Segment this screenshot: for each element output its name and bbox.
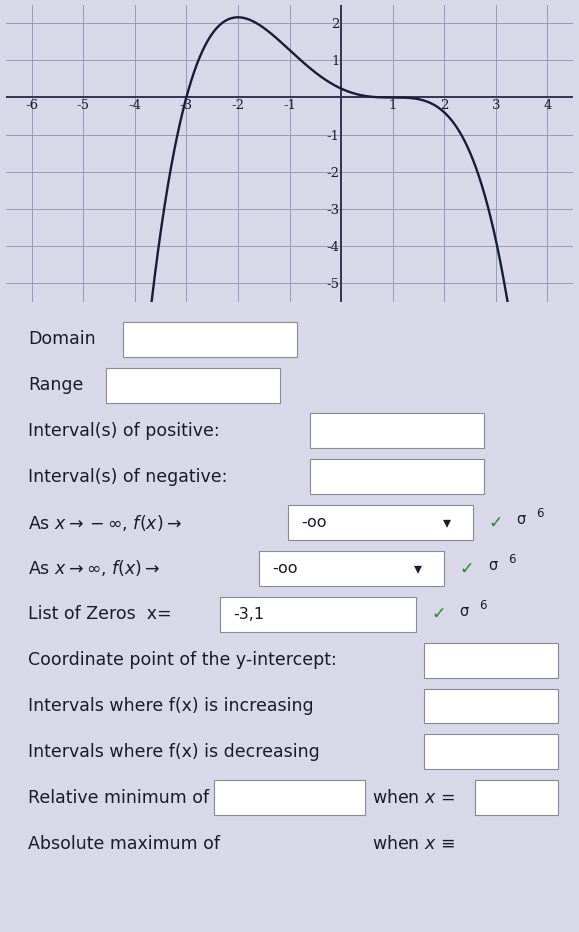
FancyBboxPatch shape <box>424 689 558 723</box>
Text: Interval(s) of negative:: Interval(s) of negative: <box>28 468 228 486</box>
Text: As $x \rightarrow \infty$, $f(x) \rightarrow$: As $x \rightarrow \infty$, $f(x) \righta… <box>28 558 161 579</box>
FancyBboxPatch shape <box>310 414 484 448</box>
FancyBboxPatch shape <box>288 505 473 541</box>
FancyBboxPatch shape <box>424 643 558 678</box>
Text: σ: σ <box>516 512 526 528</box>
Text: Intervals where f(x) is increasing: Intervals where f(x) is increasing <box>28 697 314 715</box>
FancyBboxPatch shape <box>123 322 297 357</box>
Text: ✓: ✓ <box>460 559 474 578</box>
Text: Domain: Domain <box>28 330 96 349</box>
Text: σ: σ <box>460 604 469 619</box>
Text: when $x$ ≡: when $x$ ≡ <box>372 834 455 853</box>
Text: ✓: ✓ <box>488 514 503 531</box>
Text: Relative minimum of: Relative minimum of <box>28 788 210 807</box>
Text: List of Zeros  x=: List of Zeros x= <box>28 605 172 624</box>
FancyBboxPatch shape <box>106 367 280 403</box>
Text: Absolute maximum of: Absolute maximum of <box>28 834 221 853</box>
Text: ✓: ✓ <box>431 605 446 624</box>
Text: Coordinate point of the y-intercept:: Coordinate point of the y-intercept: <box>28 651 337 669</box>
Text: As $x \rightarrow -\infty$, $f(x) \rightarrow$: As $x \rightarrow -\infty$, $f(x) \right… <box>28 513 182 533</box>
Text: 6: 6 <box>508 553 515 566</box>
Text: Range: Range <box>28 377 84 394</box>
Text: -3,1: -3,1 <box>233 607 264 622</box>
Text: σ: σ <box>488 558 497 573</box>
Text: Intervals where f(x) is decreasing: Intervals where f(x) is decreasing <box>28 743 320 761</box>
Text: 6: 6 <box>536 507 544 520</box>
Text: -oo: -oo <box>301 515 327 530</box>
Text: ▾: ▾ <box>443 515 450 530</box>
Text: -oo: -oo <box>273 561 298 576</box>
FancyBboxPatch shape <box>219 596 416 632</box>
Text: ▾: ▾ <box>415 561 422 576</box>
Text: Interval(s) of positive:: Interval(s) of positive: <box>28 422 220 440</box>
Text: when $x$ =: when $x$ = <box>372 788 455 807</box>
FancyBboxPatch shape <box>475 780 558 816</box>
Text: 6: 6 <box>479 598 487 611</box>
FancyBboxPatch shape <box>310 459 484 494</box>
FancyBboxPatch shape <box>214 780 365 816</box>
FancyBboxPatch shape <box>424 734 558 769</box>
FancyBboxPatch shape <box>259 551 445 586</box>
